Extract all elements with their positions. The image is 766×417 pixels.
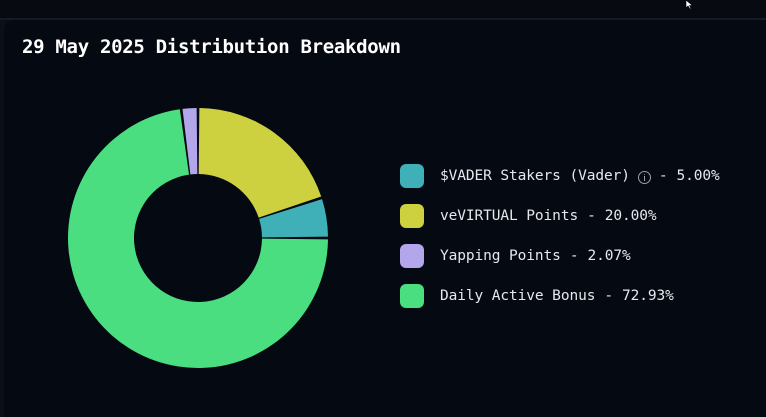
top-bar xyxy=(0,0,766,18)
legend-item-daily-active-bonus[interactable]: Daily Active Bonus - 72.93% xyxy=(400,284,720,308)
legend-separator: - xyxy=(587,208,596,224)
legend-swatch-yapping-points xyxy=(400,244,424,268)
donut-slice-yapping-points[interactable] xyxy=(182,108,198,175)
donut-slice-daily-active-bonus[interactable] xyxy=(67,109,328,368)
legend-item-vader-stakers[interactable]: $VADER Stakers (Vader) - 5.00% xyxy=(400,164,720,188)
legend-value: 20.00% xyxy=(604,208,657,224)
legend-label: Daily Active Bonus xyxy=(440,288,596,304)
chart-legend: $VADER Stakers (Vader) - 5.00% veVIRTUAL… xyxy=(400,164,720,324)
donut-slice-vevirtual-points[interactable] xyxy=(198,108,322,218)
legend-value: 5.00% xyxy=(676,168,720,184)
legend-item-vevirtual-points[interactable]: veVIRTUAL Points - 20.00% xyxy=(400,204,720,228)
legend-item-yapping-points[interactable]: Yapping Points - 2.07% xyxy=(400,244,720,268)
legend-separator: - xyxy=(569,248,579,264)
legend-label: $VADER Stakers (Vader) xyxy=(440,168,630,184)
legend-swatch-vevirtual-points xyxy=(400,204,424,228)
legend-value: 72.93% xyxy=(621,288,674,304)
donut-slice-vader-stakers-vader[interactable] xyxy=(259,199,328,238)
mouse-cursor-icon xyxy=(685,0,694,10)
legend-label: veVIRTUAL Points xyxy=(440,208,579,224)
legend-swatch-vader-stakers xyxy=(400,164,424,188)
legend-swatch-daily-active-bonus xyxy=(400,284,424,308)
info-icon[interactable] xyxy=(637,170,651,184)
legend-value: 2.07% xyxy=(587,248,631,264)
top-bar-divider xyxy=(0,18,766,20)
chart-title: 29 May 2025 Distribution Breakdown xyxy=(22,36,401,58)
legend-separator: - xyxy=(604,288,613,304)
legend-separator: - xyxy=(658,168,668,184)
legend-label: Yapping Points xyxy=(440,248,561,264)
